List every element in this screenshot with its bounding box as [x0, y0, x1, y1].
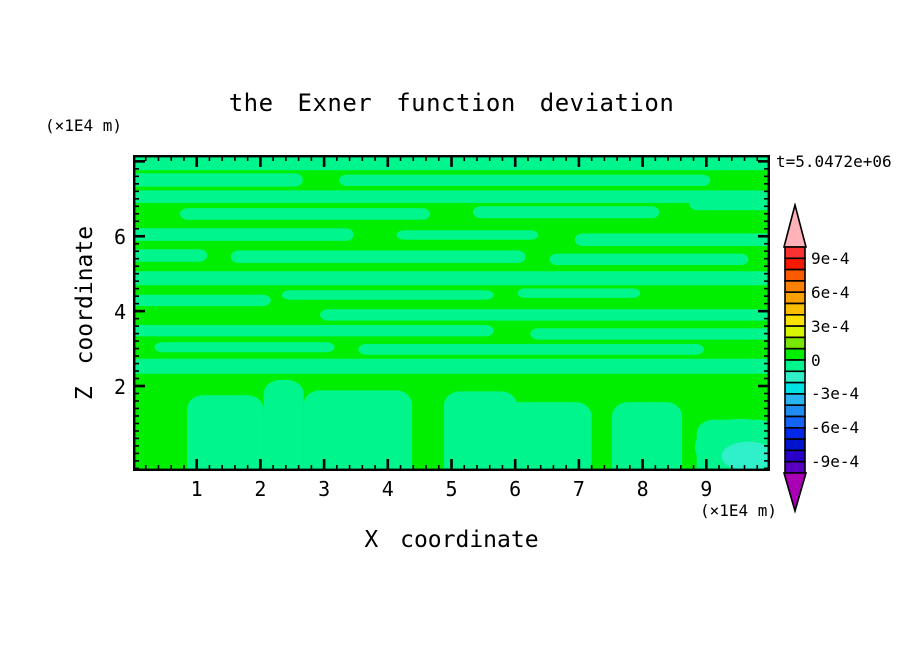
contour-band-negative: [549, 253, 749, 265]
contour-band-negative: [396, 230, 539, 240]
z-tick-label: 2: [113, 375, 126, 399]
x-tick-label: 7: [572, 477, 585, 501]
colorbar-label: -6e-4: [811, 418, 860, 438]
x-axis-unit-label: (×1E4 m): [699, 501, 777, 520]
colorbar-segment: [784, 370, 806, 384]
colorbar-segment: [784, 268, 806, 282]
z-tick-label: 4: [113, 300, 126, 325]
contour-band-negative: [517, 288, 641, 298]
colorbar-segment: [784, 336, 806, 350]
colorbar: [782, 203, 808, 514]
colorbar-top-arrow: [782, 203, 808, 248]
x-tick-label: 1: [190, 477, 203, 501]
z-tick-label: 6: [113, 225, 126, 250]
contour-plume-negative: [303, 390, 412, 471]
colorbar-segment: [784, 415, 806, 429]
colorbar-bottom-arrow: [782, 472, 808, 514]
contour-band-negative: [339, 174, 711, 186]
contour-band-negative: [133, 228, 354, 241]
colorbar-segment: [784, 359, 806, 373]
contour-band-negative: [133, 358, 770, 374]
colorbar-label: 0: [811, 350, 821, 370]
contour-band-negative: [154, 342, 335, 353]
contour-band-negative: [689, 196, 770, 211]
colorbar-labels: 9e-4 6e-4 3e-4 0 -3e-4 -6e-4 -9e-4: [811, 203, 901, 515]
contour-plume-negative: [612, 402, 683, 471]
colorbar-segment: [784, 246, 806, 260]
z-tick-labels: 2 4 6: [92, 155, 126, 471]
x-axis-title: X coordinate: [364, 527, 539, 553]
contour-plot-area: [133, 155, 770, 471]
colorbar-segment: [784, 280, 806, 294]
contour-band-negative: [133, 190, 770, 203]
minimum-blob-core: [721, 441, 770, 471]
contour-band-negative: [133, 271, 770, 286]
colorbar-label: 3e-4: [811, 316, 850, 336]
contour-band-negative: [133, 294, 271, 307]
x-tick-label: 8: [636, 477, 649, 501]
colorbar-label: -3e-4: [811, 384, 860, 404]
colorbar-segment: [784, 347, 806, 361]
colorbar-segment: [784, 449, 806, 463]
contour-band-negative: [473, 206, 660, 219]
x-tick-labels: 1 2 3 4 5 6 7 8 9: [133, 477, 770, 501]
contour-band-negative: [530, 328, 770, 340]
colorbar-label: 9e-4: [811, 248, 850, 268]
time-annotation: t=5.0472e+06: [776, 152, 892, 171]
colorbar-segment: [784, 302, 806, 316]
plot-frame: [133, 155, 770, 471]
colorbar-segment: [784, 291, 806, 305]
contour-plume-negative: [480, 402, 592, 471]
colorbar-segment: [784, 438, 806, 452]
colorbar-segment: [784, 460, 806, 474]
colorbar-segment: [784, 427, 806, 440]
chart-title: the Exner function deviation: [228, 89, 675, 117]
z-axis-unit-label: (×1E4 m): [45, 116, 123, 135]
x-tick-label: 6: [509, 477, 522, 501]
colorbar-segment: [784, 314, 806, 327]
colorbar-segment: [784, 393, 806, 406]
contour-band-negative: [180, 208, 431, 220]
contour-band-negative: [358, 344, 704, 355]
colorbar-segment: [784, 257, 806, 271]
x-tick-label: 4: [381, 477, 394, 501]
contour-band-negative: [281, 290, 494, 300]
colorbar-label: -9e-4: [811, 452, 860, 472]
x-tick-label: 9: [700, 477, 713, 501]
colorbar-segment: [784, 381, 806, 395]
colorbar-segment: [784, 404, 806, 418]
contour-band-negative: [133, 173, 303, 187]
colorbar-label: 6e-4: [811, 282, 850, 302]
contour-band-negative: [230, 250, 526, 263]
contour-band-negative: [320, 309, 770, 321]
colorbar-segment: [784, 325, 806, 339]
contour-band-negative: [133, 325, 494, 337]
x-tick-label: 2: [254, 477, 267, 501]
x-tick-label: 3: [318, 477, 331, 501]
contour-band-negative: [574, 233, 770, 246]
contour-band-negative: [133, 249, 208, 262]
x-tick-label: 5: [445, 477, 458, 501]
contour-plume-negative: [187, 395, 264, 471]
contour-plume-negative: [263, 380, 304, 471]
